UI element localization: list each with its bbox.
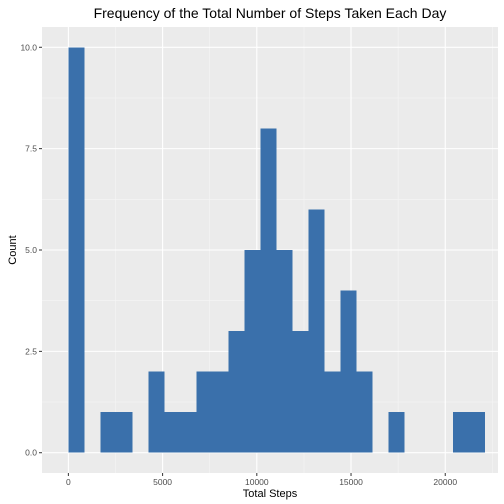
histogram-bar [116,412,133,453]
y-tick-label: 5.0 [25,245,37,255]
histogram-bar [356,371,373,453]
y-axis-ticks: 0.0 2.5 5.0 7.5 10.0 [20,42,42,458]
histogram-bar [180,412,197,453]
histogram-bar [100,412,117,453]
x-tick-label: 0 [66,477,71,487]
histogram-bar [68,47,85,453]
x-tick-label: 20000 [433,477,457,487]
histogram-bar [260,128,277,453]
histogram-bar [308,209,325,453]
histogram-bar [228,331,245,453]
histogram-bar [164,412,181,453]
x-axis-title: Total Steps [243,488,298,500]
y-axis-title: Count [7,235,19,264]
histogram-bar [452,412,469,453]
y-tick-label: 10.0 [20,42,37,52]
x-tick-label: 10000 [245,477,269,487]
histogram-bar [388,412,405,453]
histogram-bar [276,250,293,453]
histogram-bar [148,371,165,453]
x-tick-label: 5000 [153,477,172,487]
y-tick-label: 2.5 [25,346,37,356]
histogram-bar [324,371,341,453]
histogram-bar [292,331,309,453]
y-tick-label: 7.5 [25,144,37,154]
histogram-bar [244,250,261,453]
chart-title: Frequency of the Total Number of Steps T… [94,5,447,21]
histogram-bar [196,371,213,453]
x-axis-ticks: 0 5000 10000 15000 20000 [66,473,457,487]
y-tick-label: 0.0 [25,448,37,458]
x-tick-label: 15000 [339,477,363,487]
histogram-bar [212,371,229,453]
histogram-bar [468,412,485,453]
histogram-bars [68,47,485,453]
histogram-bar [340,290,357,453]
